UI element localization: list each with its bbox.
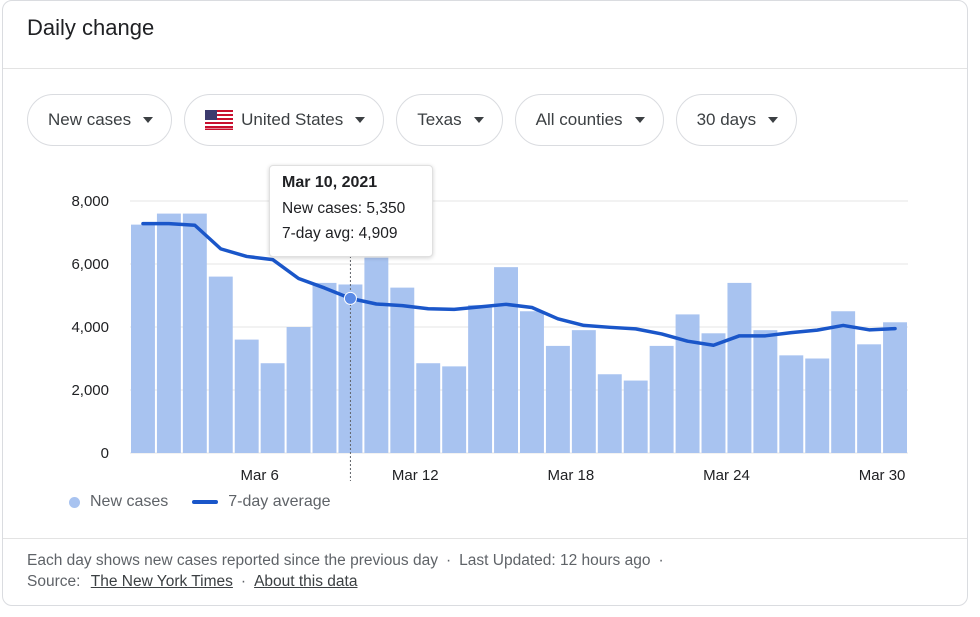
new-cases-bar[interactable] [753,330,778,453]
new-cases-bar[interactable] [286,327,311,453]
footer-note-line: Each day shows new cases reported since … [27,552,672,570]
hover-point [343,291,357,305]
chart-legend: New cases 7-day average [69,493,331,511]
new-cases-bar[interactable] [571,330,596,453]
source-link[interactable]: The New York Times [90,573,233,590]
county-filter-chip[interactable]: All counties [514,94,664,146]
tooltip-date: Mar 10, 2021 [282,174,378,191]
state-filter-chip[interactable]: Texas [396,94,503,146]
new-cases-bar[interactable] [805,358,830,454]
new-cases-bar[interactable] [390,287,415,453]
chevron-down-icon [355,117,366,123]
new-cases-bar[interactable] [831,311,856,453]
x-tick-label: Mar 24 [703,467,750,481]
new-cases-bar[interactable] [520,311,544,453]
y-tick-label: 0 [101,445,109,462]
new-cases-bar[interactable] [883,322,907,453]
card-header: Daily change [3,1,967,69]
range-filter-chip[interactable]: 30 days [675,94,798,146]
y-tick-label: 8,000 [71,193,109,210]
new-cases-bar[interactable] [494,267,518,453]
new-cases-bar[interactable] [701,333,726,453]
new-cases-bar[interactable] [416,363,441,453]
card-footer: Each day shows new cases reported since … [3,538,967,607]
new-cases-bar[interactable] [208,276,233,453]
new-cases-bar[interactable] [649,345,674,453]
new-cases-bar[interactable] [779,355,804,453]
legend-bar-swatch [69,496,80,508]
source-label: Source: [27,573,81,590]
separator-dot: · [240,573,247,590]
chevron-down-icon [768,117,779,123]
chevron-down-icon [473,117,484,123]
chart-tooltip: Mar 10, 2021 New cases: 5,350 7-day avg:… [269,165,433,257]
separator-dot: · [445,552,452,569]
county-filter-label: All counties [535,110,623,129]
range-filter-label: 30 days [696,110,757,129]
new-cases-bar[interactable] [182,213,207,453]
y-tick-label: 2,000 [71,382,109,399]
tooltip-average: 7-day avg: 4,909 [282,225,398,242]
x-tick-label: Mar 18 [548,467,595,481]
new-cases-bar[interactable] [156,213,181,453]
seven-day-average-line [141,221,897,348]
new-cases-bar[interactable] [442,366,467,453]
us-flag-icon [205,110,234,130]
metric-filter-chip[interactable]: New cases [27,94,173,146]
country-filter-chip[interactable]: United States [184,94,385,146]
new-cases-bar[interactable] [623,380,648,453]
chevron-down-icon [634,117,645,123]
metric-filter-label: New cases [48,110,132,129]
new-cases-bar[interactable] [260,363,285,453]
daily-change-card: Daily change New cases United States Tex… [2,0,968,606]
new-cases-bar[interactable] [727,282,752,453]
daily-cases-chart[interactable]: 8,000 6,000 4,000 2,000 0 Mar 6 Mar 12 Mar 18 Ma… [3,161,969,481]
y-tick-label: 6,000 [71,256,109,273]
country-filter-label: United States [241,110,344,129]
legend-line-swatch [192,500,219,504]
footer-note: Each day shows new cases reported since … [27,552,438,569]
new-cases-bar[interactable] [468,304,493,453]
new-cases-bar[interactable] [312,282,337,453]
chevron-down-icon [143,117,154,123]
x-tick-label: Mar 6 [240,467,278,481]
footer-source-line: Source: The New York Times · About this da… [27,573,357,591]
new-cases-bar[interactable] [857,344,882,453]
filter-bar: New cases United States Texas All counti… [27,94,798,146]
new-cases-bar[interactable] [675,314,700,453]
separator-dot: · [658,552,664,569]
about-data-link[interactable]: About this data [254,573,358,590]
new-cases-bar[interactable] [364,257,389,453]
tooltip-new-cases: New cases: 5,350 [282,200,406,217]
x-tick-label: Mar 30 [859,467,906,481]
new-cases-bar[interactable] [234,339,259,453]
new-cases-bar[interactable] [545,345,570,453]
legend-bar-label: New cases [90,493,169,510]
new-cases-bar[interactable] [597,374,622,453]
y-tick-label: 4,000 [71,319,109,336]
last-updated: Last Updated: 12 hours ago [459,552,651,569]
card-title: Daily change [27,15,155,40]
state-filter-label: Texas [417,110,462,129]
new-cases-bar[interactable] [131,224,155,453]
legend-line-label: 7-day average [228,493,331,510]
x-tick-label: Mar 12 [392,467,439,481]
